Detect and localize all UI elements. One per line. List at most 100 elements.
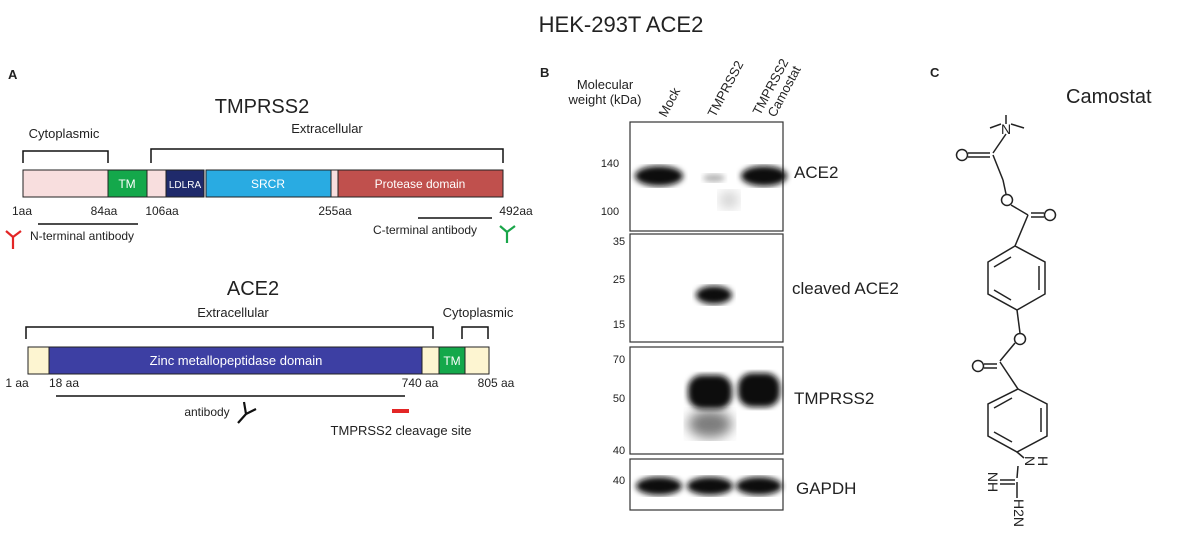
bond-n-me2	[1010, 123, 1025, 129]
camostat-structure	[968, 115, 1048, 498]
ace2-diagram: ACE2 Extracellular Cytoplasmic Zinc meta…	[5, 278, 514, 438]
band-cleaved-ace2-tmprss2	[696, 286, 732, 304]
tmprss2-pos-84: 84aa	[91, 204, 118, 218]
bond-ch2-ring1	[1014, 214, 1029, 247]
ace2-cytoplasmic-bracket	[461, 326, 489, 339]
tmprss2-srcr-label: SRCR	[251, 177, 285, 191]
atom-o-carbonyl1	[1043, 208, 1057, 222]
bond-ring2-n	[1016, 451, 1025, 459]
marker-70: 70	[613, 354, 625, 366]
bond-n-carbonyl	[992, 133, 1007, 154]
cleavage-site-label: TMPRSS2 cleavage site	[331, 423, 472, 438]
band-ace2-tmprss2-smear	[719, 191, 739, 209]
figure-title: HEK-293T ACE2	[539, 12, 704, 37]
blot-ace2: 140 100 ACE2	[601, 121, 838, 232]
tmprss2-linker-2	[330, 169, 339, 198]
tmprss2-extracellular-bracket	[150, 148, 504, 163]
ace2-tm-domain	[438, 346, 466, 375]
atom-o-ester2	[1013, 332, 1027, 346]
tmprss2-protease-label: Protease domain	[375, 177, 466, 191]
tmprss2-protease-domain	[337, 169, 504, 198]
ace2-pos-1: 1 aa	[5, 376, 29, 390]
band-tmprss2-camostat	[738, 373, 780, 407]
blot-label-ace2: ACE2	[794, 163, 838, 182]
band-ace2-mock	[635, 166, 683, 186]
lane-label-mock: Mock	[655, 85, 683, 120]
atom-n-aryl: N	[1022, 456, 1038, 466]
band-gapdh-mock	[636, 477, 682, 495]
ace2-cytoplasmic-label: Cytoplasmic	[443, 305, 514, 320]
tmprss2-ldlra-label: LDLRA	[169, 180, 202, 191]
atom-o-amide	[955, 148, 969, 162]
bond-ch2-o	[1002, 179, 1007, 195]
ring2-double-3	[993, 431, 1013, 443]
band-gapdh-camostat	[736, 477, 782, 495]
bond-o-c	[1010, 204, 1029, 216]
tmprss2-tm-domain	[107, 169, 148, 198]
blot-label-cleaved-ace2: cleaved ACE2	[792, 279, 899, 298]
marker-35: 35	[613, 236, 625, 248]
blot-cleaved-ace2: 35 25 15 cleaved ACE2	[613, 233, 899, 343]
ring2-double-2	[993, 397, 1013, 409]
tmprss2-diagram: TMPRSS2 Cytoplasmic Extracellular TM LDL…	[5, 96, 533, 249]
tmprss2-ldlra-domain	[165, 169, 205, 198]
tmprss2-title: TMPRSS2	[215, 96, 309, 118]
marker-25: 25	[613, 274, 625, 286]
band-gapdh-tmprss2	[687, 477, 733, 495]
tmprss2-pos-255: 255aa	[318, 204, 352, 218]
tmprss2-pos-106: 106aa	[145, 204, 179, 218]
atom-o-ester1	[1000, 193, 1014, 207]
ace2-signal-peptide	[27, 346, 50, 375]
tmprss2-pos-492: 492aa	[499, 204, 533, 218]
bond-n-me1	[989, 123, 1002, 129]
ace2-extracellular-bracket	[25, 326, 434, 339]
bond-o-c2	[999, 342, 1016, 362]
marker-15: 15	[613, 319, 625, 331]
blot-gapdh: 40 GAPDH	[613, 458, 856, 511]
ace2-antibody-icon	[237, 401, 257, 424]
tmprss2-srcr-domain	[205, 169, 332, 198]
band-ace2-camostat	[741, 166, 787, 186]
atom-n-dimethyl: N	[1001, 121, 1011, 137]
ace2-pos-18: 18 aa	[49, 376, 79, 390]
tmprss2-cytoplasmic-label: Cytoplasmic	[29, 126, 100, 141]
lane-label-tmprss2: TMPRSS2	[704, 58, 746, 119]
ace2-tm-label: TM	[443, 354, 460, 368]
band-ace2-tmprss2	[703, 174, 725, 182]
bond-n-c	[1016, 465, 1019, 479]
ace2-pos-805: 805 aa	[478, 376, 515, 390]
tmprss2-tm-label: TM	[118, 177, 135, 191]
tmprss2-extracellular-label: Extracellular	[291, 121, 363, 136]
ace2-antibody-label: antibody	[184, 405, 229, 419]
bond-ch2	[992, 154, 1004, 181]
n-terminal-antibody-icon	[5, 230, 22, 249]
panel-b-label: B	[540, 65, 549, 80]
marker-100: 100	[601, 206, 619, 218]
panel-c-label: C	[930, 65, 940, 80]
blot-label-gapdh: GAPDH	[796, 479, 856, 498]
tmprss2-pos-1: 1aa	[12, 204, 32, 218]
marker-50: 50	[613, 393, 625, 405]
ace2-juxta-domain	[421, 346, 440, 375]
marker-40: 40	[613, 445, 625, 457]
tmprss2-cytoplasmic-bracket	[22, 150, 109, 163]
c-terminal-antibody-icon	[499, 225, 516, 243]
atom-nh-imine: NH	[985, 472, 1001, 492]
ace2-extracellular-label: Extracellular	[197, 305, 269, 320]
atom-h-aryl: H	[1035, 456, 1051, 466]
mw-header-line1: Molecular	[577, 77, 634, 92]
atom-o-carbonyl2	[971, 359, 985, 373]
compound-name: Camostat	[1066, 86, 1152, 108]
ace2-zinc-label: Zinc metallopeptidase domain	[150, 353, 323, 368]
atom-h2n-amine: H2N	[1011, 499, 1027, 527]
ring1-double-3	[993, 289, 1012, 301]
marker-140: 140	[601, 158, 619, 170]
ace2-title: ACE2	[227, 278, 279, 300]
n-terminal-antibody-label: N-terminal antibody	[30, 229, 134, 243]
panel-a-label: A	[8, 67, 18, 82]
ring1-double-2	[993, 256, 1012, 268]
band-tmprss2-tmprss2-smear	[688, 410, 732, 438]
mw-header-line2: weight (kDa)	[568, 92, 642, 107]
bond-c-ring2	[999, 361, 1019, 390]
